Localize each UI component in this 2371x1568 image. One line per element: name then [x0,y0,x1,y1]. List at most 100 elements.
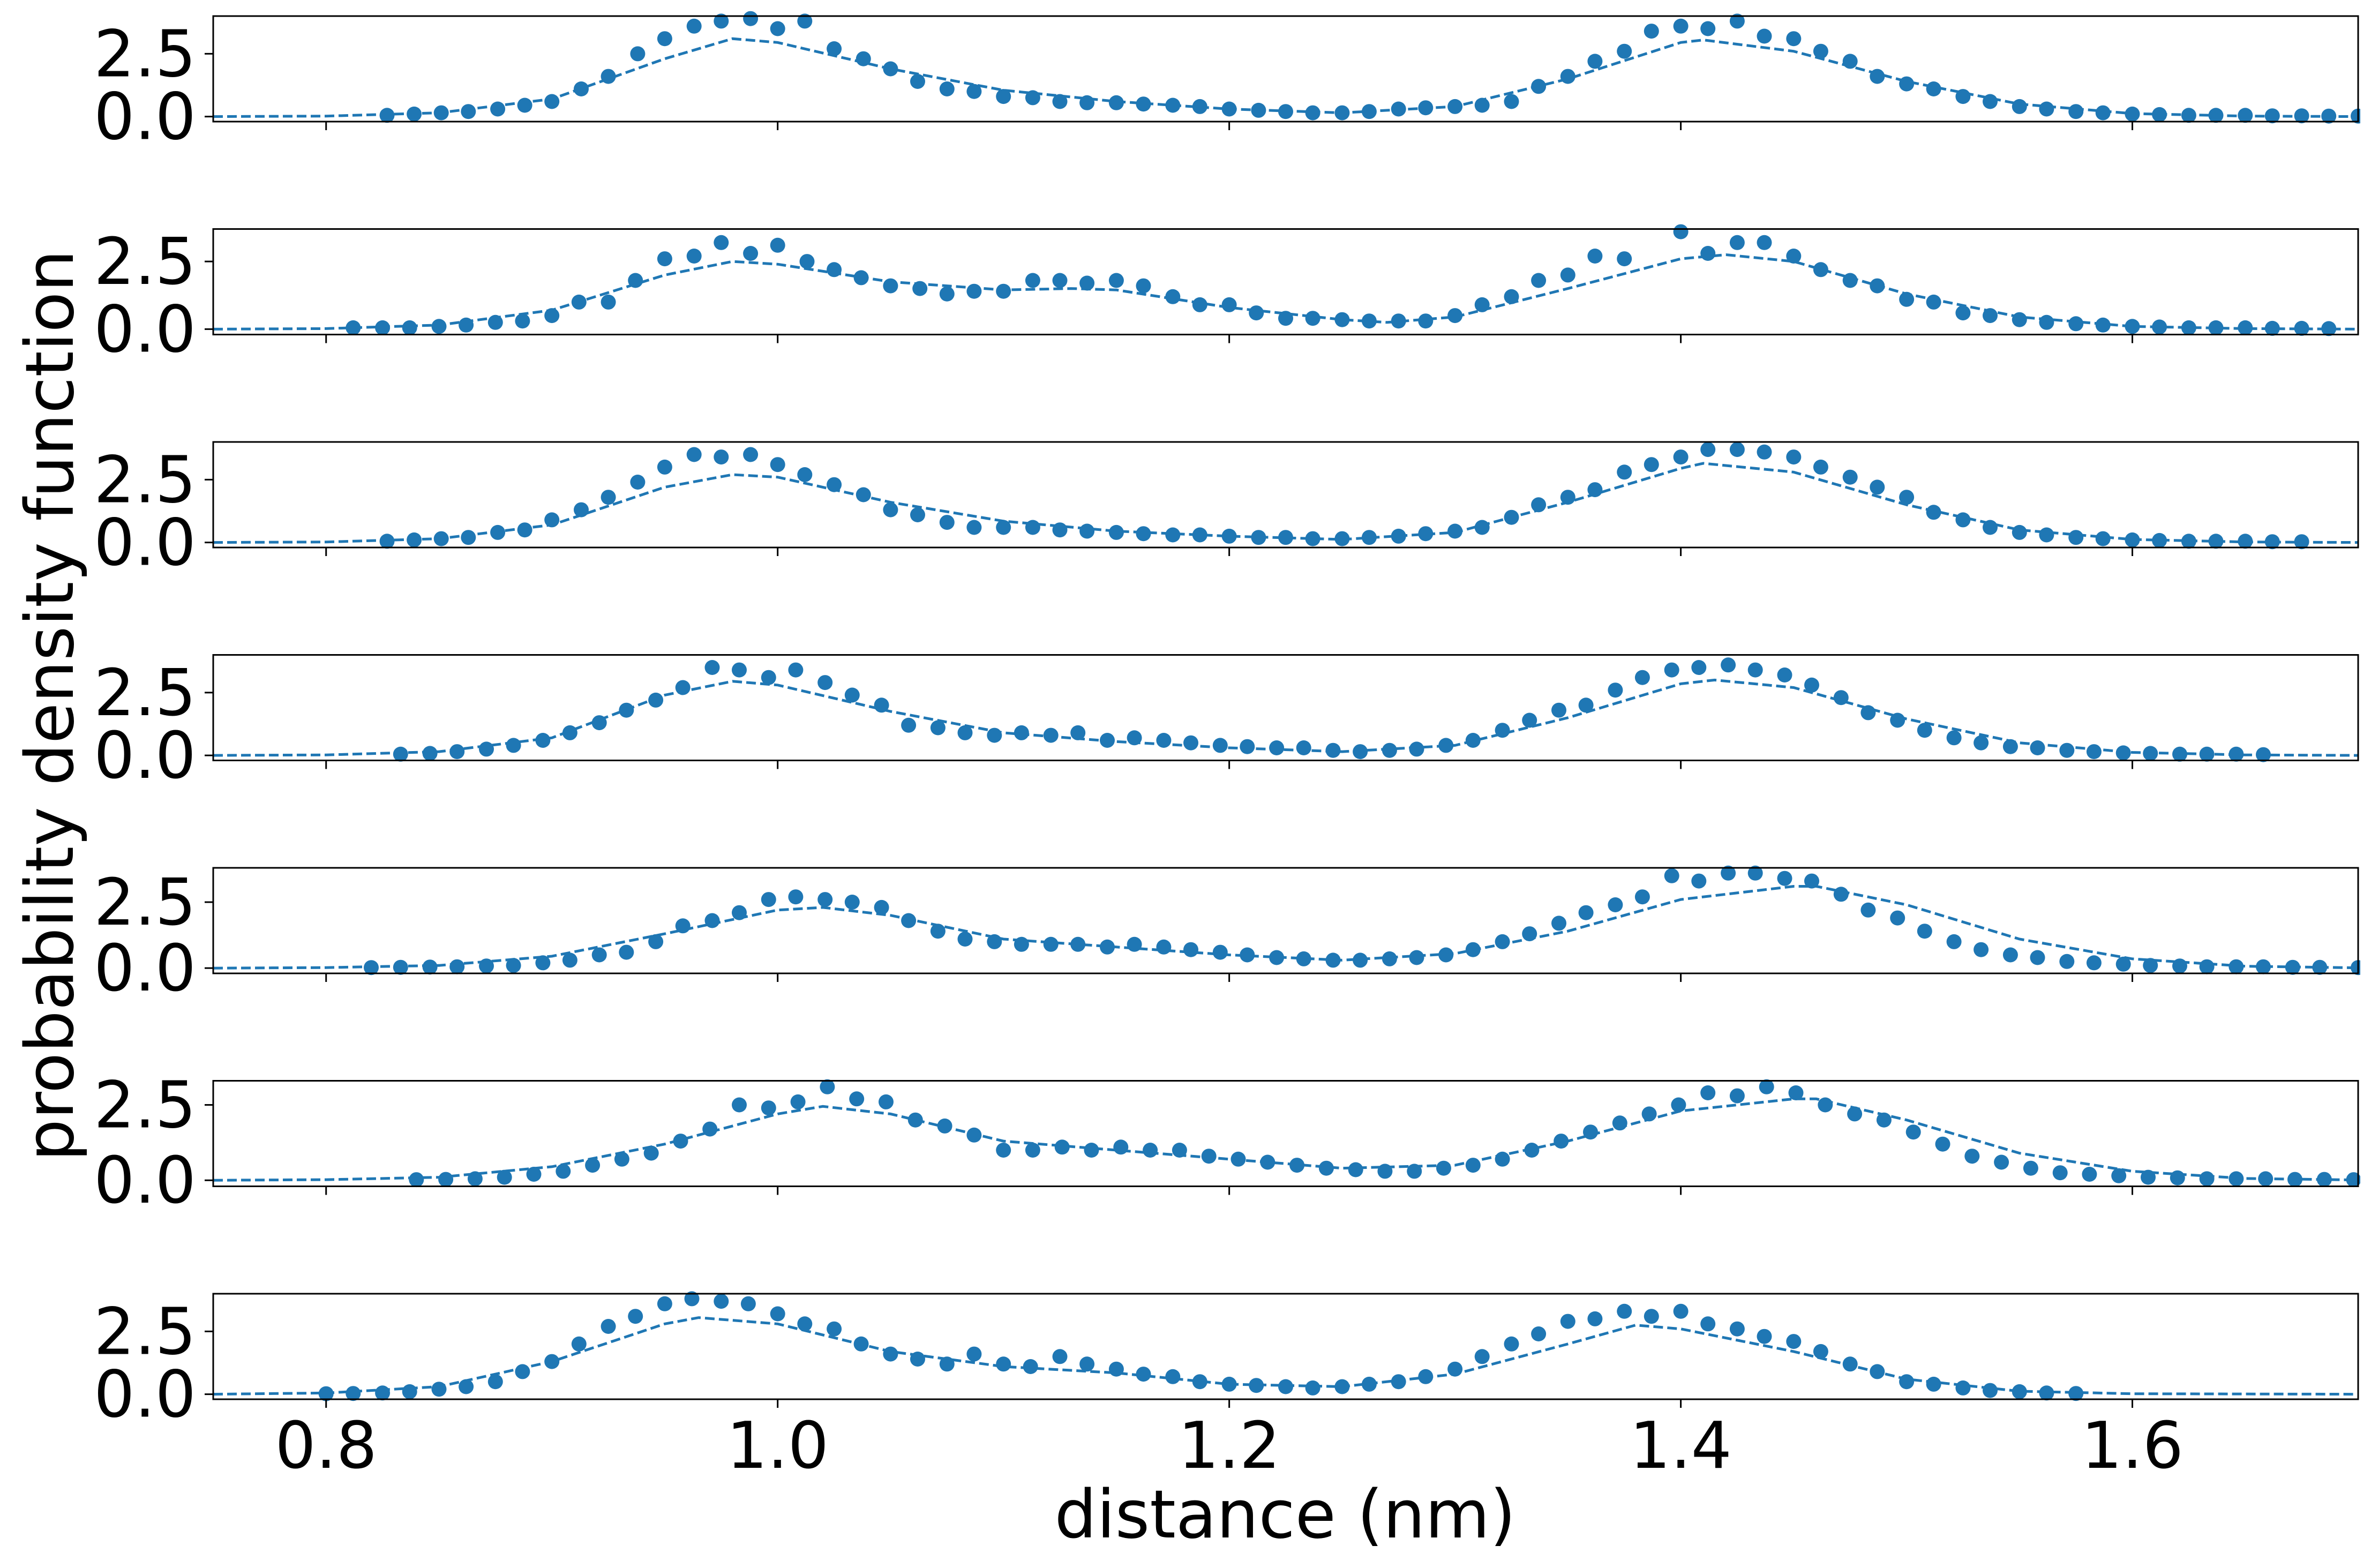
data-point [901,913,917,928]
data-point [1551,916,1566,931]
panel-frame [212,1293,2359,1400]
data-point [449,744,465,760]
y-tick-label: 2.5 [94,1295,196,1369]
data-point [619,702,634,718]
data-point [2141,1169,2156,1185]
data-point [1436,1160,1451,1176]
data-point [2002,947,2018,963]
data-point [1289,1158,1305,1173]
data-point [1361,1376,1377,1392]
data-point [761,670,776,685]
x-tick-label: 1.6 [2081,1409,2184,1483]
data-point [614,1151,629,1167]
data-point [2039,1385,2054,1401]
data-point [2229,1171,2244,1187]
panel-1: 0.02.5 [94,11,2360,155]
data-point [1230,1151,1246,1167]
fit-line [213,678,2359,757]
data-point [562,725,577,740]
data-point [1935,1136,1950,1152]
data-point [1127,936,1142,952]
data-point [2086,955,2102,971]
data-point [1043,936,1059,952]
data-point [375,1385,391,1401]
data-point [1269,950,1285,965]
data-point [1786,249,1802,264]
data-point [1156,733,1172,748]
data-point [2181,320,2196,335]
data-point [2294,320,2309,336]
data-point [1192,527,1207,543]
data-point [433,531,449,546]
data-point [1296,951,1311,966]
data-point [1964,1149,1980,1164]
data-point [2082,1167,2097,1182]
data-point [2068,316,2084,332]
y-tick-label: 0.0 [94,1358,196,1432]
data-point [2068,104,2084,119]
data-point [657,251,672,267]
data-point [966,84,982,99]
data-point [910,74,925,89]
data-point [1634,889,1650,905]
data-point [2238,534,2253,549]
data-point [1249,305,1264,321]
data-point [761,892,776,907]
data-point [1847,1106,1863,1122]
data-point [770,21,785,36]
data-point [1305,105,1320,121]
data-point [1560,267,1575,283]
data-point [1870,1364,1885,1379]
data-point [2287,1172,2302,1187]
data-point [1890,712,1905,728]
data-point [1612,1115,1627,1131]
data-point [1926,294,1941,310]
y-tick-label: 2.5 [94,17,196,92]
data-point [375,320,391,335]
data-point [937,1118,952,1134]
data-point [2115,745,2131,761]
data-point [1391,1374,1406,1390]
y-tick-label: 0.0 [94,719,196,793]
data-point [402,320,417,335]
data-point [853,270,869,286]
data-point [2023,1160,2038,1176]
data-point [1025,90,1040,106]
data-point [1447,99,1463,114]
data-point [1143,1143,1158,1158]
data-point [1504,289,1519,304]
data-point [1113,1139,1129,1155]
data-point [1833,690,1849,706]
data-point [1983,308,1998,324]
data-point [1127,730,1142,746]
data-point [770,1306,785,1322]
data-point [2316,1172,2332,1187]
data-point [2012,524,2027,540]
data-point [1474,297,1490,312]
data-point [1757,1329,1772,1344]
data-point [2125,532,2140,547]
data-point [1334,105,1350,121]
data-point [497,1169,512,1185]
data-point [2264,320,2280,336]
data-point [2152,532,2167,548]
data-point [1983,1383,1998,1398]
data-point [2115,956,2131,972]
data-point [2052,1165,2068,1181]
data-point [1192,1374,1207,1390]
data-point [657,459,672,475]
data-point [1786,449,1802,465]
data-point [2059,742,2075,758]
y-tick-label: 0.0 [94,506,196,581]
data-point [1673,18,1689,34]
data-point [1777,871,1792,886]
data-point [684,1291,700,1307]
data-point [930,720,946,736]
data-point [431,1382,447,1397]
data-point [1842,273,1858,288]
data-point [883,1346,898,1362]
data-point [1578,905,1594,920]
data-point [1465,1158,1481,1173]
data-point [686,249,702,264]
data-point [1974,735,1989,751]
